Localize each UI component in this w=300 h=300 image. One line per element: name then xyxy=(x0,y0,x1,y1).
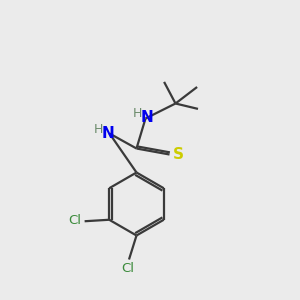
Text: H: H xyxy=(93,123,103,136)
Text: N: N xyxy=(141,110,153,124)
Text: Cl: Cl xyxy=(68,214,82,227)
Text: N: N xyxy=(102,126,114,141)
Text: S: S xyxy=(172,147,183,162)
Text: H: H xyxy=(132,106,142,120)
Text: Cl: Cl xyxy=(121,262,134,275)
